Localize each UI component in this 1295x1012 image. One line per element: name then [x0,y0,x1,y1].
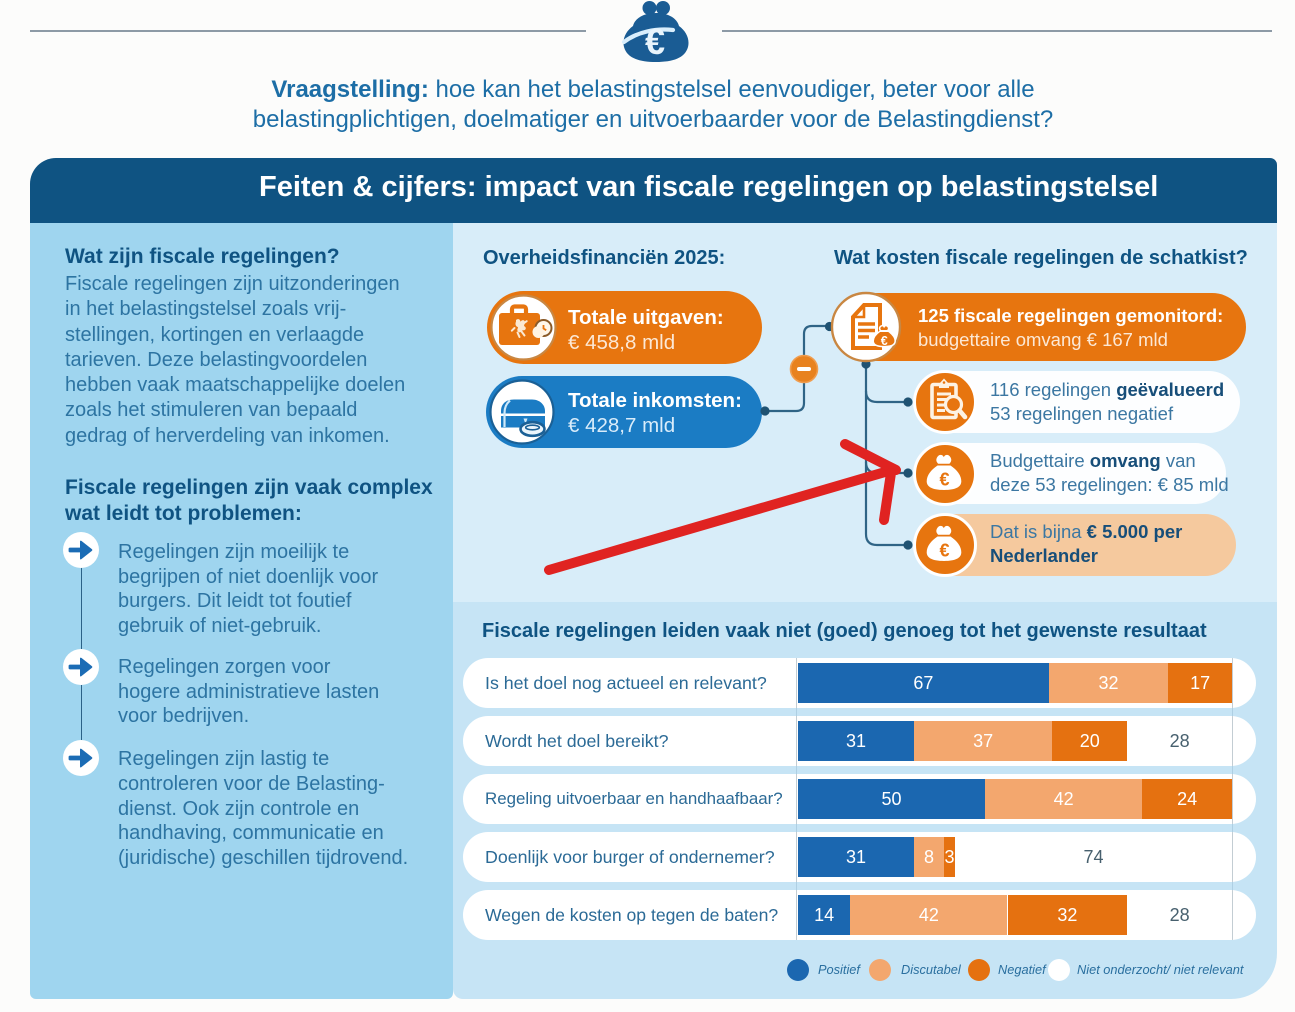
svg-text:€: € [881,334,888,348]
svg-text:€: € [939,470,949,490]
svg-text:€: € [939,541,949,561]
svg-text:€: € [645,21,665,62]
